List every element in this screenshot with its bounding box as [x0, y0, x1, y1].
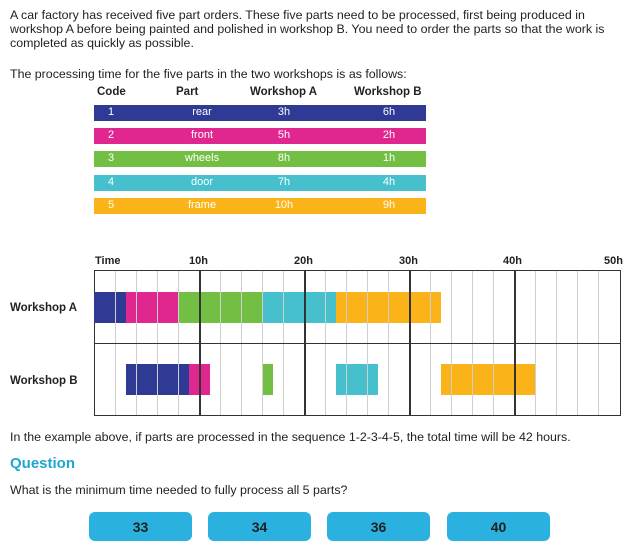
header-workshop-b: Workshop B: [354, 86, 422, 98]
table-row: 1 rear 3h 6h: [94, 105, 426, 121]
axis-label-50h: 50h: [604, 255, 623, 267]
problem-intro: A car factory has received five part ord…: [10, 8, 605, 50]
cell-workshop-a: 10h: [274, 199, 294, 211]
cell-workshop-b: 9h: [382, 199, 396, 211]
table-row: 5 frame 10h 9h: [94, 198, 426, 214]
workshop-b-bar-part-3: [262, 364, 273, 395]
answer-option-1[interactable]: 33: [89, 512, 192, 541]
cell-code: 5: [108, 199, 115, 211]
table-row: 3 wheels 8h 1h: [94, 151, 426, 167]
cell-part: door: [190, 176, 214, 188]
cell-part: rear: [192, 106, 212, 118]
cell-code: 2: [108, 129, 115, 141]
question-heading: Question: [10, 455, 76, 472]
row-label-workshop-a: Workshop A: [10, 302, 78, 314]
workshop-a-bar-part-4: [262, 292, 336, 323]
answer-option-4[interactable]: 40: [447, 512, 550, 541]
cell-part: frame: [187, 199, 217, 211]
cell-code: 3: [108, 152, 115, 164]
cell-workshop-b: 1h: [382, 152, 396, 164]
workshop-a-bar-part-2: [125, 292, 178, 323]
axis-label-20h: 20h: [294, 255, 313, 267]
table-row: 2 front 5h 2h: [94, 128, 426, 144]
answer-option-3[interactable]: 36: [327, 512, 430, 541]
question-text: What is the minimum time needed to fully…: [10, 483, 348, 497]
cell-workshop-a: 3h: [277, 106, 291, 118]
cell-part: front: [190, 129, 213, 141]
cell-workshop-a: 5h: [277, 129, 291, 141]
header-part: Part: [176, 86, 199, 98]
cell-workshop-b: 4h: [382, 176, 396, 188]
gantt-chart: [94, 270, 621, 416]
cell-workshop-b: 6h: [382, 106, 396, 118]
axis-label-30h: 30h: [399, 255, 418, 267]
table-row: 4 door 7h 4h: [94, 175, 426, 191]
answer-option-2[interactable]: 34: [208, 512, 311, 541]
cell-workshop-b: 2h: [382, 129, 396, 141]
header-code: Code: [97, 86, 126, 98]
cell-code: 1: [108, 106, 115, 118]
axis-label-time: Time: [95, 255, 121, 267]
header-workshop-a: Workshop A: [250, 86, 318, 98]
table-intro: The processing time for the five parts i…: [10, 67, 407, 81]
gantt-row-divider: [94, 343, 621, 344]
cell-code: 4: [108, 176, 115, 188]
cell-part: wheels: [184, 152, 220, 164]
workshop-b-bar-part-4: [335, 364, 378, 395]
axis-label-10h: 10h: [189, 255, 208, 267]
row-label-workshop-b: Workshop B: [10, 375, 78, 387]
workshop-a-bar-part-1: [94, 292, 126, 323]
axis-label-40h: 40h: [503, 255, 522, 267]
cell-workshop-a: 7h: [277, 176, 291, 188]
cell-workshop-a: 8h: [277, 152, 291, 164]
example-note: In the example above, if parts are proce…: [10, 430, 571, 444]
workshop-b-bar-part-5: [440, 364, 535, 395]
